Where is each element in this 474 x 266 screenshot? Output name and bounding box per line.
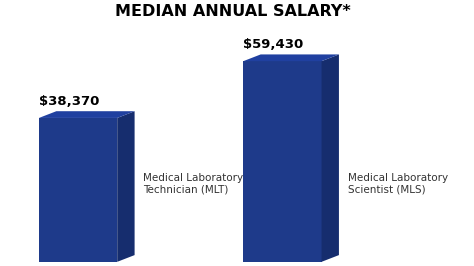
Bar (243, 61, 321, 262)
Polygon shape (39, 111, 135, 118)
Polygon shape (321, 55, 339, 262)
Polygon shape (243, 55, 339, 61)
Text: Medical Laboratory
Technician (MLT): Medical Laboratory Technician (MLT) (143, 173, 244, 194)
Text: $38,370: $38,370 (39, 95, 100, 108)
Bar (39, 118, 117, 262)
Polygon shape (117, 111, 135, 262)
Text: $59,430: $59,430 (243, 38, 303, 51)
Title: MEDIAN ANNUAL SALARY*: MEDIAN ANNUAL SALARY* (115, 4, 350, 19)
Text: Medical Laboratory
Scientist (MLS): Medical Laboratory Scientist (MLS) (347, 173, 448, 194)
